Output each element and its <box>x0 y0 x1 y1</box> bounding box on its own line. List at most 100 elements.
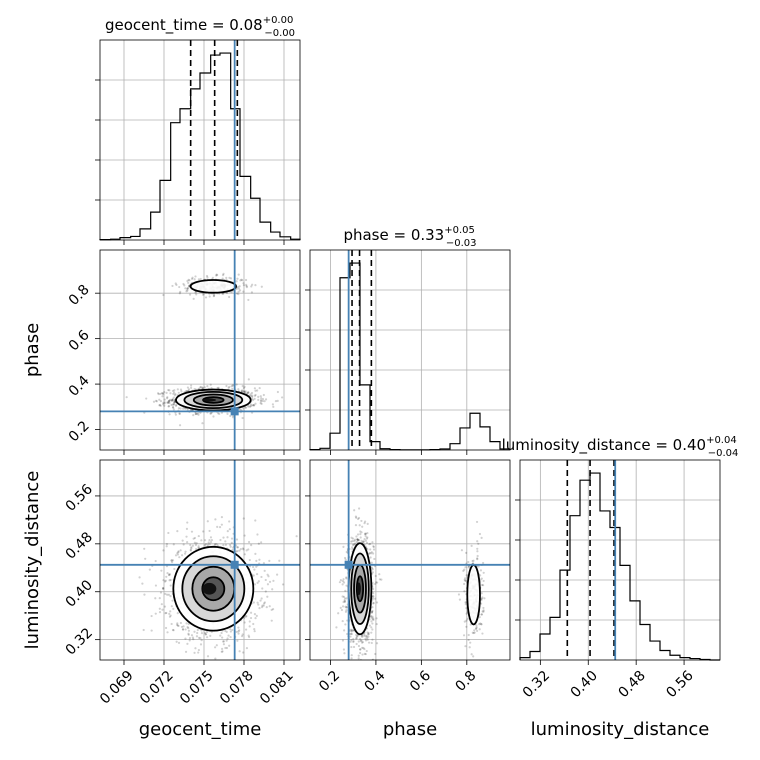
sample-point <box>163 402 166 405</box>
sample-point <box>467 565 471 568</box>
sample-point <box>369 552 373 555</box>
sample-point <box>472 631 475 635</box>
sample-point <box>341 619 344 623</box>
sample-point <box>253 613 256 616</box>
sample-point <box>177 391 180 394</box>
sample-point <box>169 398 172 401</box>
sample-point <box>244 390 247 393</box>
sample-point <box>152 400 156 403</box>
sample-point <box>281 396 284 399</box>
sample-point <box>341 605 345 608</box>
sample-point <box>178 556 181 559</box>
sample-point <box>358 539 361 542</box>
sample-point <box>363 533 367 536</box>
sample-point <box>359 639 362 642</box>
sample-point <box>252 601 255 604</box>
sample-point <box>163 401 166 404</box>
density-peak <box>356 582 361 596</box>
sample-point <box>165 542 169 546</box>
sample-point <box>229 635 232 639</box>
sample-point <box>225 384 228 388</box>
sample-point <box>173 400 176 404</box>
sample-point <box>355 535 358 538</box>
sample-point <box>481 610 484 613</box>
sample-point <box>241 416 244 420</box>
sample-point <box>351 543 355 547</box>
sample-point <box>209 634 212 637</box>
sample-point <box>272 579 275 582</box>
sample-point <box>162 549 165 552</box>
sample-point <box>363 538 366 541</box>
sample-point <box>197 651 200 654</box>
sample-point <box>357 640 360 643</box>
sample-point <box>476 547 479 550</box>
sample-point <box>172 629 175 632</box>
sample-point <box>372 592 375 595</box>
sample-point <box>212 294 216 297</box>
sample-point <box>270 608 273 611</box>
sample-point <box>197 648 201 652</box>
sample-point <box>247 378 250 381</box>
sample-point <box>236 546 239 549</box>
sample-point <box>370 610 374 613</box>
sample-point <box>357 538 360 542</box>
sample-point <box>171 398 174 402</box>
sample-point <box>229 545 232 548</box>
sample-point <box>360 641 364 644</box>
sample-point <box>171 397 174 400</box>
sample-point <box>359 530 362 533</box>
sample-point <box>194 412 198 416</box>
sample-point <box>228 295 231 299</box>
sample-point <box>372 548 376 551</box>
sample-point <box>227 634 230 637</box>
sample-point <box>480 613 483 616</box>
sample-point <box>203 631 207 635</box>
sample-point <box>191 276 194 279</box>
sample-point <box>206 655 210 658</box>
sample-point <box>263 400 266 403</box>
sample-point <box>162 293 165 297</box>
sample-point <box>188 293 192 296</box>
sample-point <box>163 404 166 407</box>
sample-point <box>371 622 374 625</box>
sample-point <box>364 637 367 640</box>
sample-point <box>480 597 483 601</box>
sample-point <box>352 640 355 644</box>
sample-point <box>199 637 202 640</box>
sample-point <box>482 609 485 612</box>
sample-point <box>475 520 479 524</box>
sample-point <box>216 386 219 390</box>
sample-point <box>167 399 171 402</box>
sample-point <box>237 273 240 276</box>
sample-point <box>221 647 224 651</box>
sample-point <box>125 396 128 399</box>
sample-point <box>187 284 191 288</box>
grid <box>100 40 300 240</box>
sample-point <box>259 399 263 402</box>
sample-point <box>266 583 270 586</box>
sample-point <box>370 626 373 629</box>
sample-point <box>478 532 482 536</box>
sample-point <box>268 605 271 608</box>
sample-point <box>370 616 373 619</box>
sample-point <box>371 609 374 613</box>
sample-point <box>199 411 202 414</box>
sample-point <box>366 522 369 525</box>
sample-point <box>254 552 257 555</box>
sample-point <box>368 551 371 555</box>
sample-point <box>193 651 196 654</box>
sample-point <box>162 579 165 582</box>
sample-point <box>345 606 348 609</box>
sample-point <box>372 618 375 621</box>
sample-point <box>173 399 176 402</box>
sample-point <box>473 629 476 632</box>
sample-point <box>350 540 353 543</box>
sample-point <box>363 520 367 523</box>
sample-point <box>192 638 195 641</box>
sample-point <box>250 544 253 547</box>
sample-point <box>345 577 348 580</box>
sample-point <box>241 633 244 636</box>
sample-point <box>158 597 161 600</box>
sample-point <box>241 279 244 282</box>
sample-point <box>179 621 182 625</box>
